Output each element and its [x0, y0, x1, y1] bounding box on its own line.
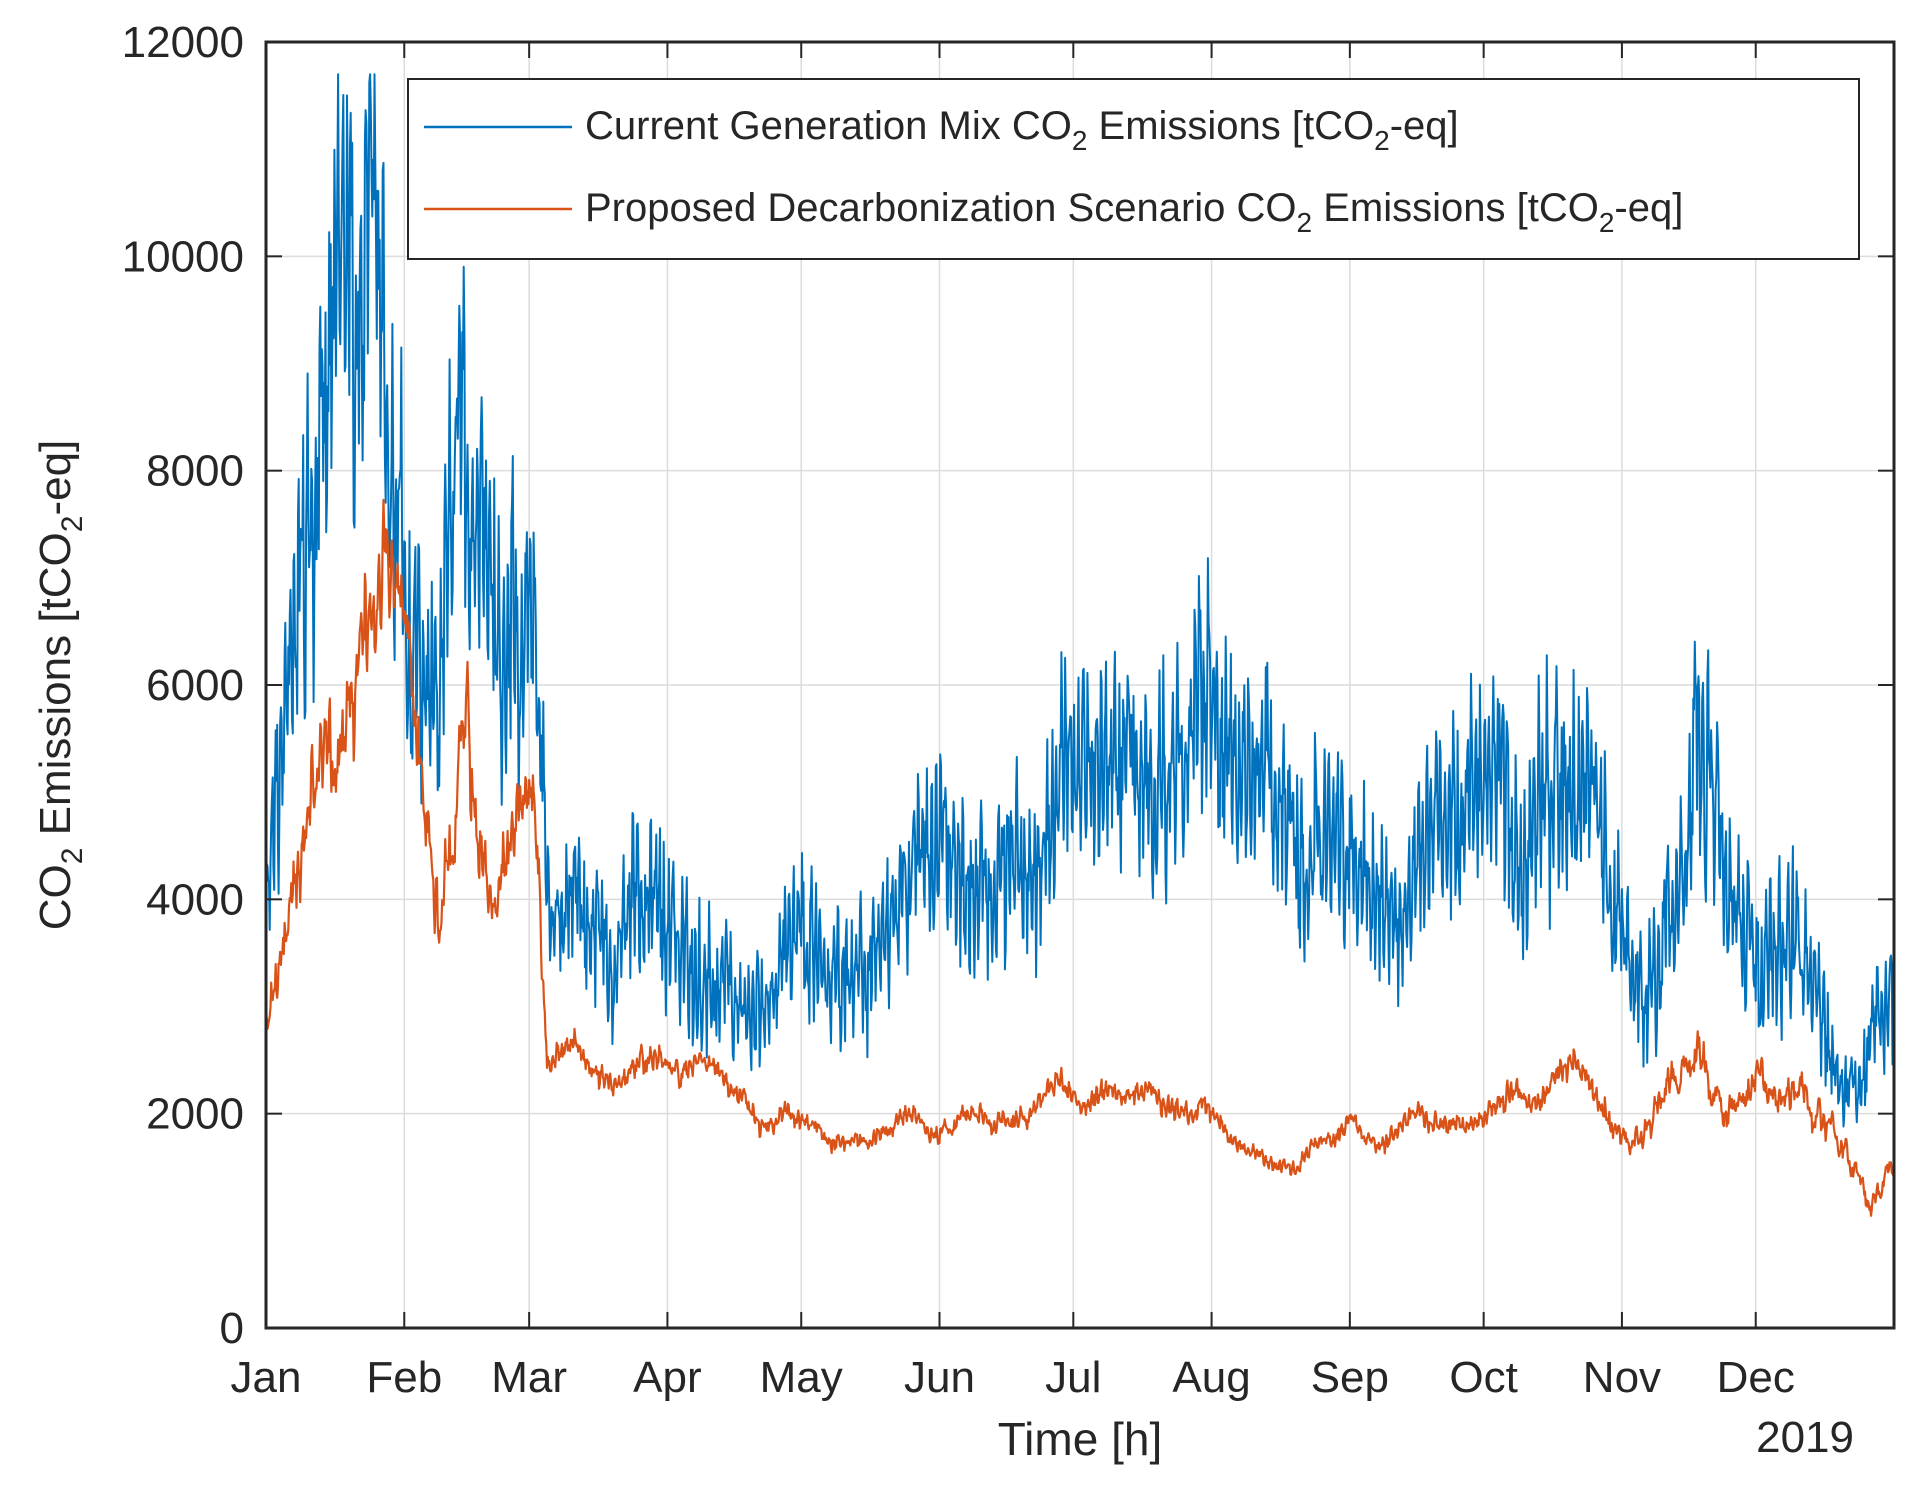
x-tick-label: Jun	[904, 1353, 975, 1402]
legend-box	[407, 78, 1860, 260]
y-tick-label: 2000	[146, 1090, 244, 1139]
legend-proposed-sub-1: 2	[1297, 207, 1313, 238]
y-tick-label: 12000	[122, 18, 244, 67]
series-layer	[265, 73, 1896, 1217]
legend-proposed-part-2: Emissions [tCO	[1312, 186, 1599, 230]
y-tick-label: 0	[220, 1304, 244, 1353]
legend-proposed-sub-2: 2	[1599, 207, 1615, 238]
y-label-part-eq: -eq]	[31, 440, 80, 516]
legend-current-part-2: Emissions [tCO	[1087, 104, 1374, 148]
x-tick-label: Oct	[1449, 1353, 1517, 1402]
series-line-current	[265, 73, 1895, 1128]
x-tick-label: Feb	[366, 1353, 442, 1402]
legend-current-sub-2: 2	[1374, 125, 1390, 156]
y-tick-label: 4000	[146, 875, 244, 924]
x-axis-label: Time [h]	[998, 1413, 1162, 1465]
legend-label-proposed: Proposed Decarbonization Scenario CO2 Em…	[585, 186, 1683, 238]
y-label-part-co: CO	[31, 864, 80, 930]
legend-proposed-part-3: -eq]	[1614, 186, 1683, 230]
y-label-part-emissions: Emissions [tCO	[31, 532, 80, 847]
x-tick-label: Aug	[1172, 1353, 1250, 1402]
tick-marks	[265, 41, 1894, 1329]
y-tick-label: 8000	[146, 447, 244, 496]
y-tick-label: 6000	[146, 661, 244, 710]
x-tick-label: Apr	[633, 1353, 701, 1402]
y-label-sub-2: 2	[56, 516, 89, 533]
y-axis-label: CO2 Emissions [tCO2-eq]	[31, 440, 89, 931]
x-tick-label: May	[760, 1353, 843, 1402]
x-tick-label: Sep	[1311, 1353, 1389, 1402]
y-tick-label: 10000	[122, 232, 244, 281]
legend-current-part-1: Current Generation Mix CO	[585, 104, 1072, 148]
x-tick-label: Jul	[1045, 1353, 1101, 1402]
x-tick-label: Dec	[1717, 1353, 1795, 1402]
legend-proposed-part-1: Proposed Decarbonization Scenario CO	[585, 186, 1297, 230]
legend: Current Generation Mix CO2 Emissions [tC…	[407, 78, 1860, 260]
year-label: 2019	[1756, 1413, 1854, 1462]
y-tick-labels: 0 2000 4000 6000 8000 10000 12000	[122, 18, 244, 1353]
x-tick-label: Jan	[231, 1353, 302, 1402]
y-label-sub-1: 2	[56, 848, 89, 865]
series-line-proposed	[265, 498, 1896, 1217]
x-tick-label: Mar	[491, 1353, 567, 1402]
legend-current-sub-1: 2	[1072, 125, 1088, 156]
legend-label-current: Current Generation Mix CO2 Emissions [tC…	[585, 104, 1459, 156]
legend-current-part-3: -eq]	[1390, 104, 1459, 148]
x-tick-label: Nov	[1583, 1353, 1661, 1402]
x-tick-labels: Jan Feb Mar Apr May Jun Jul Aug Sep Oct Nov Dec	[231, 1353, 1795, 1402]
